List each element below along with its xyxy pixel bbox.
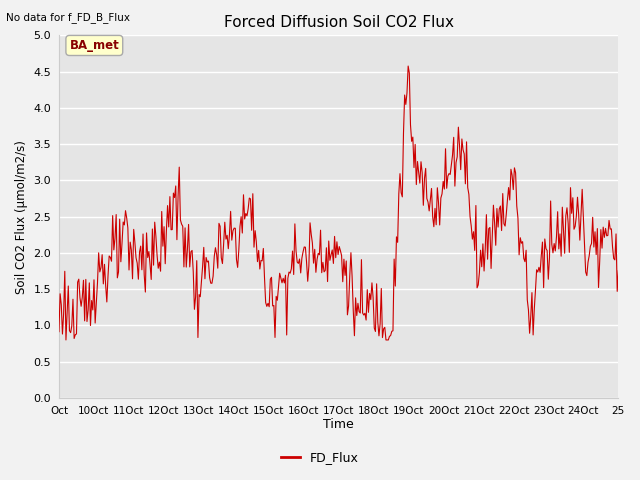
Title: Forced Diffusion Soil CO2 Flux: Forced Diffusion Soil CO2 Flux: [223, 15, 454, 30]
Text: No data for f_FD_B_Flux: No data for f_FD_B_Flux: [6, 12, 131, 23]
Legend: FD_Flux: FD_Flux: [276, 446, 364, 469]
Text: BA_met: BA_met: [69, 39, 119, 52]
X-axis label: Time: Time: [323, 419, 354, 432]
Y-axis label: Soil CO2 Flux (μmol/m2/s): Soil CO2 Flux (μmol/m2/s): [15, 140, 28, 294]
